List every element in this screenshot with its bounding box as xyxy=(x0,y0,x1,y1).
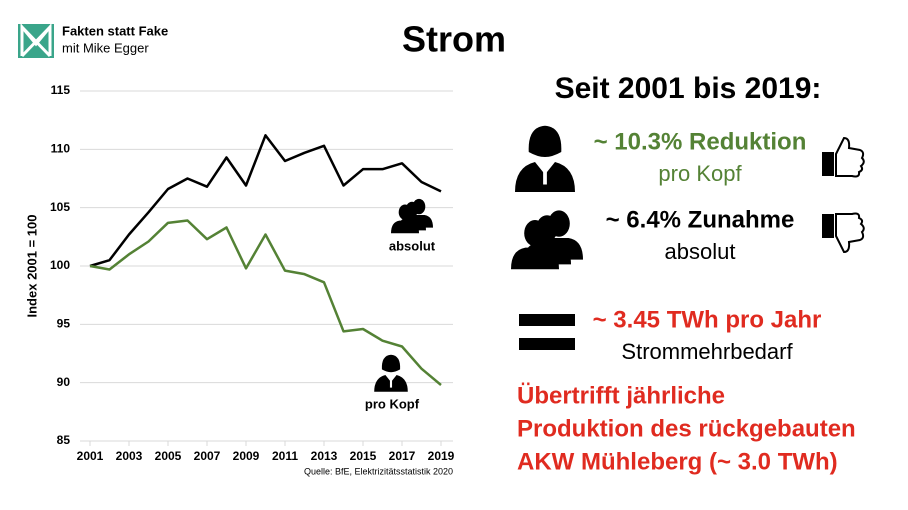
equals-bar xyxy=(519,314,575,326)
y-tick-label: 110 xyxy=(51,142,71,156)
line-series xyxy=(89,219,442,386)
line-series xyxy=(89,134,442,268)
conclusion: Produktion des rückgebauten xyxy=(517,415,856,442)
demand-label: Strommehrbedarf xyxy=(621,339,793,364)
absolute-headline: ~ 6.4% Zunahme xyxy=(606,206,795,233)
y-tick-label: 95 xyxy=(57,317,71,331)
x-tick-label: 2013 xyxy=(311,449,338,463)
y-tick-label: 90 xyxy=(57,375,71,389)
woman-icon xyxy=(374,354,408,392)
thumb-up xyxy=(822,136,865,178)
x-tick-label: 2015 xyxy=(350,449,377,463)
absolute-label: absolut xyxy=(665,239,736,264)
y-tick-label: 105 xyxy=(50,200,70,214)
logo-title: Fakten statt Fake xyxy=(62,23,168,38)
y-tick-label: 85 xyxy=(57,433,71,447)
x-tick-label: 2005 xyxy=(155,449,182,463)
y-tick-label: 100 xyxy=(50,258,70,272)
demand-headline: ~ 3.45 TWh pro Jahr xyxy=(593,306,822,333)
conclusion: AKW Mühleberg (~ 3.0 TWh) xyxy=(517,448,838,475)
group-icon xyxy=(391,198,433,234)
per-capita-headline: ~ 10.3% Reduktion xyxy=(594,128,807,155)
logo-subtitle: mit Mike Egger xyxy=(62,40,149,55)
x-tick-label: 2019 xyxy=(428,449,455,463)
series-label: absolut xyxy=(389,238,436,253)
logo xyxy=(18,22,54,58)
x-tick-label: 2017 xyxy=(389,449,416,463)
thumb-down xyxy=(822,212,865,254)
y-axis-label: Index 2001 = 100 xyxy=(24,215,39,318)
per-capita-label: pro Kopf xyxy=(658,161,742,186)
x-tick-label: 2003 xyxy=(116,449,143,463)
x-tick-label: 2009 xyxy=(233,449,260,463)
conclusion: Übertrifft jährliche xyxy=(517,382,725,409)
series-label: pro Kopf xyxy=(365,396,420,411)
equals-bar xyxy=(519,338,575,350)
x-tick-label: 2001 xyxy=(77,449,104,463)
chart-title: Strom xyxy=(402,19,506,60)
plot: 85 90 95 100 105 110 115 2001 2003 2005 2007 2009 20… xyxy=(50,83,455,463)
x-tick-label: 2007 xyxy=(194,449,221,463)
panel-heading: Seit 2001 bis 2019: xyxy=(555,72,822,105)
source: Quelle: BfE, Elektrizitätsstatistik 2020 xyxy=(304,466,453,476)
woman-icon xyxy=(515,125,575,192)
group-icon xyxy=(511,210,583,270)
x-tick-label: 2011 xyxy=(272,449,298,463)
y-tick-label: 115 xyxy=(51,83,71,97)
